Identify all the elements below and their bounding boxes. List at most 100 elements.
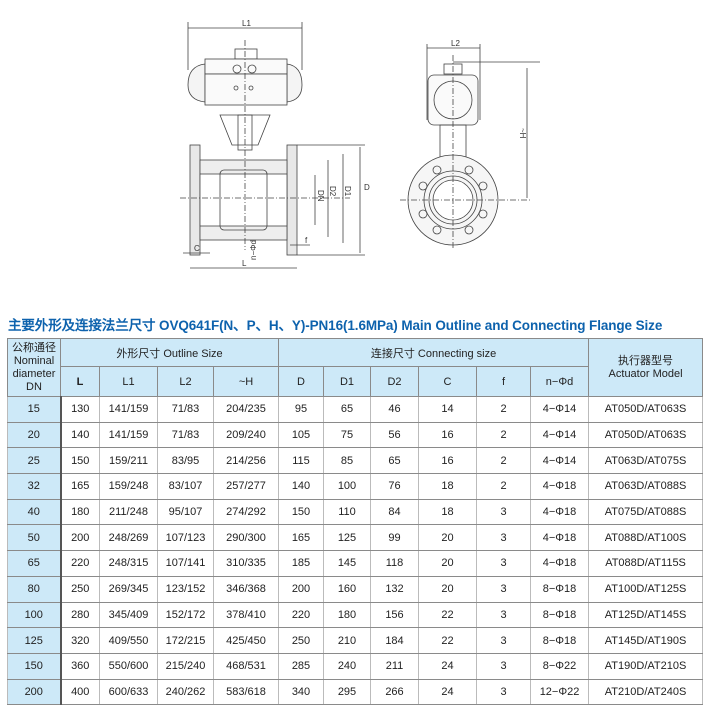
table-cell: 71/83 — [157, 421, 214, 449]
header-dn-en2: diameter — [12, 367, 56, 380]
table-cell: 85 — [323, 447, 371, 475]
table-row: 125 320 409/550 172/215 425/450 250 210 184 22 3 8… — [7, 627, 704, 654]
table-cell: 215/240 — [157, 652, 214, 680]
table-cell: 75 — [323, 421, 371, 449]
header-outline-size: 外形尺寸 Outline Size — [60, 338, 279, 367]
table-cell: 600/633 — [99, 678, 158, 706]
table-cell: 2 — [476, 396, 531, 423]
table-cell: 346/368 — [213, 575, 279, 603]
table-cell: 468/531 — [213, 652, 279, 680]
table-cell: 4−Φ18 — [529, 524, 590, 552]
dim-label-l2: L2 — [451, 39, 460, 48]
column-header: L2 — [157, 366, 214, 397]
table-cell: 22 — [418, 627, 477, 654]
table-cell: 140 — [278, 473, 324, 500]
dim-label-f: f — [305, 236, 308, 245]
table-cell: 310/335 — [213, 550, 279, 577]
table-cell: 583/618 — [213, 678, 279, 706]
table-cell: 211/248 — [99, 498, 158, 526]
table-cell: AT063D/AT075S — [588, 447, 704, 475]
table-cell: 209/240 — [213, 421, 279, 449]
header-dn-en1: Nominal — [13, 354, 55, 367]
table-cell: 269/345 — [99, 575, 158, 603]
table-cell: 280 — [60, 601, 100, 629]
table-cell: 105 — [278, 421, 324, 449]
table-cell: 22 — [418, 601, 477, 629]
table-cell: 2 — [476, 421, 531, 449]
table-cell: 250 — [60, 575, 100, 603]
table-cell: 65 — [370, 447, 419, 475]
table-cell: 550/600 — [99, 652, 158, 680]
table-cell: 18 — [418, 498, 477, 526]
table-cell: 110 — [323, 498, 371, 526]
dim-label-h: ~H — [518, 128, 527, 139]
table-cell: 8−Φ22 — [529, 652, 590, 680]
table-cell: 12−Φ22 — [529, 678, 590, 706]
cell-dn: 100 — [7, 601, 62, 629]
table-cell: 180 — [323, 601, 371, 629]
table-cell: 250 — [278, 627, 324, 654]
table-cell: 220 — [278, 601, 324, 629]
table-cell: 24 — [418, 652, 477, 680]
table-cell: 152/172 — [157, 601, 214, 629]
table-cell: 3 — [476, 524, 531, 552]
table-cell: 210 — [323, 627, 371, 654]
table-cell: 123/152 — [157, 575, 214, 603]
table-cell: 65 — [323, 396, 371, 423]
table-cell: 145 — [323, 550, 371, 577]
table-cell: 99 — [370, 524, 419, 552]
cell-dn: 65 — [7, 550, 62, 577]
table-row: 32 165 159/248 83/107 257/277 140 100 76 18 2 4−Φ1… — [7, 473, 704, 500]
table-cell: 4−Φ18 — [529, 473, 590, 500]
table-row: 80 250 269/345 123/152 346/368 200 160 132 20 3 8−… — [7, 575, 704, 603]
table-cell: 295 — [323, 678, 371, 706]
dim-label-nd: n−Φd — [249, 240, 258, 260]
header-dn-en3: DN — [26, 380, 42, 393]
table-cell: 184 — [370, 627, 419, 654]
cell-dn: 200 — [7, 678, 62, 706]
table-cell: 16 — [418, 421, 477, 449]
column-header: n−Φd — [529, 366, 590, 397]
table-cell: 8−Φ18 — [529, 575, 590, 603]
table-cell: 340 — [278, 678, 324, 706]
table-cell: 345/409 — [99, 601, 158, 629]
table-cell: AT088D/AT100S — [588, 524, 704, 552]
table-cell: 156 — [370, 601, 419, 629]
column-header: L1 — [99, 366, 158, 397]
dim-label-dn: DN — [316, 190, 325, 202]
table-cell: 400 — [60, 678, 100, 706]
table-cell: 160 — [323, 575, 371, 603]
column-header: L — [60, 366, 100, 397]
table-cell: 71/83 — [157, 396, 214, 423]
table-cell: 180 — [60, 498, 100, 526]
table-cell: 290/300 — [213, 524, 279, 552]
column-header: D1 — [323, 366, 371, 397]
table-cell: 76 — [370, 473, 419, 500]
table-cell: AT075D/AT088S — [588, 498, 704, 526]
table-cell: 4−Φ18 — [529, 550, 590, 577]
cell-dn: 15 — [7, 396, 62, 423]
table-cell: 95/107 — [157, 498, 214, 526]
column-header: C — [418, 366, 477, 397]
table-cell: 8−Φ18 — [529, 627, 590, 654]
cell-dn: 50 — [7, 524, 62, 552]
table-row: 200 400 600/633 240/262 583/618 340 295 266 24 3 1… — [7, 678, 704, 706]
header-actuator-cn: 执行器型号 — [618, 354, 674, 367]
cell-dn: 150 — [7, 652, 62, 680]
table-cell: 360 — [60, 652, 100, 680]
table-cell: 274/292 — [213, 498, 279, 526]
table-row: 40 180 211/248 95/107 274/292 150 110 84 18 3 4−Φ1… — [7, 498, 704, 526]
table-cell: 100 — [323, 473, 371, 500]
cell-dn: 20 — [7, 421, 62, 449]
table-cell: 83/95 — [157, 447, 214, 475]
cell-dn: 40 — [7, 498, 62, 526]
front-view-drawing: L1 DN D2 D1 D C L f n−Φ — [180, 19, 370, 269]
dim-label-d1: D1 — [343, 186, 352, 197]
table-cell: 185 — [278, 550, 324, 577]
table-cell: 16 — [418, 447, 477, 475]
table-cell: 248/315 — [99, 550, 158, 577]
table-row: 25 150 159/211 83/95 214/256 115 85 65 16 2 4−Φ14 A… — [7, 447, 704, 475]
table-cell: 118 — [370, 550, 419, 577]
dimension-table: 公称通径 Nominal diameter DN 外形尺寸 Outline Si… — [7, 338, 704, 706]
table-cell: 200 — [278, 575, 324, 603]
